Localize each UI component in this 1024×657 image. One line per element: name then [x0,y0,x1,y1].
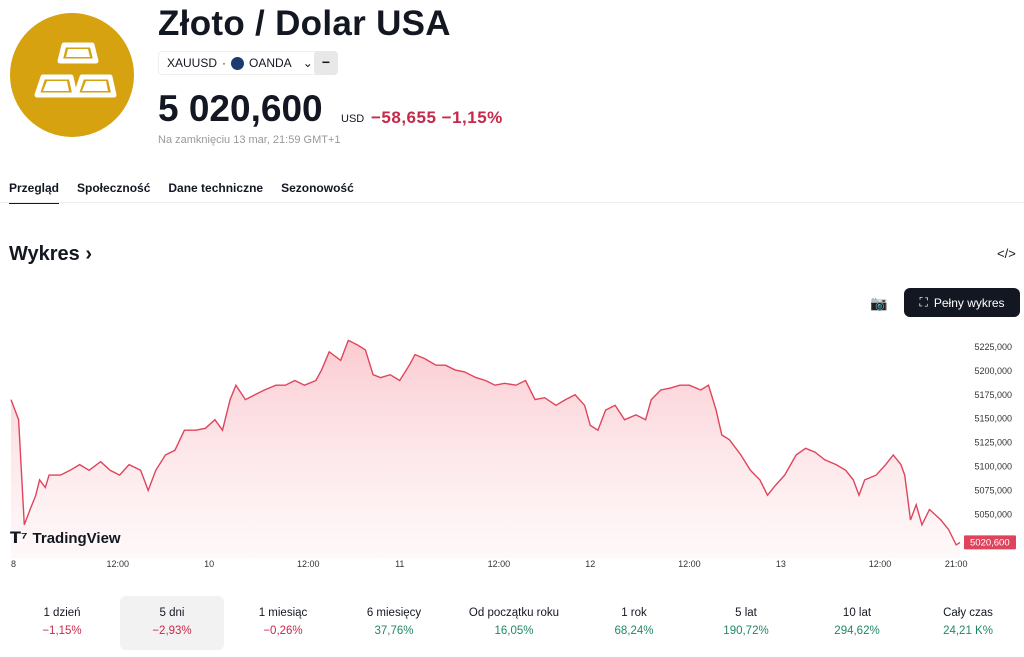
x-tick-label: 12:00 [106,559,129,569]
last-price-marker [964,535,1016,550]
period-label: Od początku roku [468,607,560,619]
y-tick-label: 5125,000 [974,438,1012,448]
tradingview-brand[interactable]: 𝗧⁷ TradingView [10,528,121,548]
symbol: XAUUSD [167,56,218,70]
period-label: 5 lat [735,607,757,619]
period-6[interactable]: 5 lat 190,72% [694,596,798,650]
minus-button[interactable]: − [314,51,338,75]
x-tick-label: 11 [395,559,404,569]
gold-bars-icon [34,42,117,98]
page-title: Złoto / Dolar USA [158,4,451,43]
embed-code-icon[interactable]: </> [997,246,1016,261]
performance-periods: 1 dzień −1,15% 5 dni −2,93% 1 miesiąc −0,26% 6… [0,596,1024,650]
period-change: 24,21 K% [943,625,993,637]
period-change: 68,24% [614,625,654,637]
price-chart[interactable]: 5225,000 5200,000 5175,000 5150,000 5125,000… [0,330,1024,575]
y-tick-label: 5200,000 [974,366,1012,376]
price-area [11,340,960,558]
price-change: −58,655 −1,15% [371,108,503,127]
period-4[interactable]: Od początku roku 16,05% [462,596,566,650]
period-5[interactable]: 1 rok 68,24% [582,596,686,650]
price-line [10,339,961,546]
y-tick-label: 5050,000 [974,509,1012,519]
period-label: 1 rok [621,607,647,619]
x-tick-label: 10 [204,559,214,569]
period-change: 16,05% [494,625,534,637]
tradingview-logo-icon: 𝗧⁷ [10,530,28,547]
y-tick-label: 5100,000 [974,462,1012,472]
period-label: 10 lat [842,607,872,619]
x-tick-label: 12 [585,559,595,569]
period-0[interactable]: 1 dzień −1,15% [10,596,114,650]
gold-logo [10,13,134,137]
fullscreen-icon: ⛶ [919,295,928,309]
period-label: 6 miesięcy [366,607,422,619]
x-tick-label: 13 [776,559,786,569]
period-label: Cały czas [943,607,993,619]
tab-community[interactable]: Społeczność [77,181,151,195]
y-tick-label: 5225,000 [974,342,1012,352]
x-tick-label: 12:00 [678,559,701,569]
symbol-selector[interactable]: XAUUSD · OANDA ⌄ [158,51,322,75]
period-label: 1 dzień [43,607,81,619]
period-label: 5 dni [159,607,185,619]
currency: USD [341,113,365,125]
period-3[interactable]: 6 miesięcy 37,76% [342,596,446,650]
period-change: 294,62% [834,625,880,637]
period-7[interactable]: 10 lat 294,62% [805,596,909,650]
period-8[interactable]: Cały czas 24,21 K% [916,596,1020,650]
camera-icon[interactable]: 📷 [870,295,888,311]
chevron-down-icon: ⌄ [302,56,313,70]
full-chart-label: Pełny wykres [933,295,1005,310]
period-change: −2,93% [152,625,192,637]
x-tick-label: 12:00 [297,559,320,569]
x-tick-label: 8 [11,559,16,569]
full-chart-button[interactable]: ⛶ Pełny wykres [904,288,1020,317]
x-tick-label: 12:00 [869,559,892,569]
verified-icon [231,56,245,70]
x-tick-label: 21:00 [945,559,968,569]
y-tick-label: 5075,000 [974,485,1012,495]
period-label: 1 miesiąc [258,607,308,619]
price: 5 020,600 [158,88,323,129]
x-tick-label: 12:00 [488,559,511,569]
divider [0,202,1024,203]
period-change: 190,72% [723,625,769,637]
separator: · [222,56,227,70]
brand-label: TradingView [32,529,121,547]
y-tick-label: 5175,000 [974,390,1012,400]
close-note: Na zamknięciu 13 mar, 21:59 GMT+1 [158,134,341,146]
period-2[interactable]: 1 miesiąc −0,26% [231,596,335,650]
period-change: −0,26% [263,625,303,637]
period-change: −1,15% [42,625,82,637]
chart-section-title[interactable]: Wykres › [9,243,93,265]
exchange: OANDA [249,56,292,70]
tab-bar: Przegląd Społeczność Dane techniczne Sez… [9,181,354,204]
y-tick-label: 5150,000 [974,414,1012,424]
tab-seasonality[interactable]: Sezonowość [281,181,354,195]
tab-overview[interactable]: Przegląd [9,181,60,204]
tab-technicals[interactable]: Dane techniczne [168,181,264,195]
last-price-label: 5020,600 [970,537,1010,548]
period-1[interactable]: 5 dni −2,93% [120,596,224,650]
period-change: 37,76% [374,625,414,637]
